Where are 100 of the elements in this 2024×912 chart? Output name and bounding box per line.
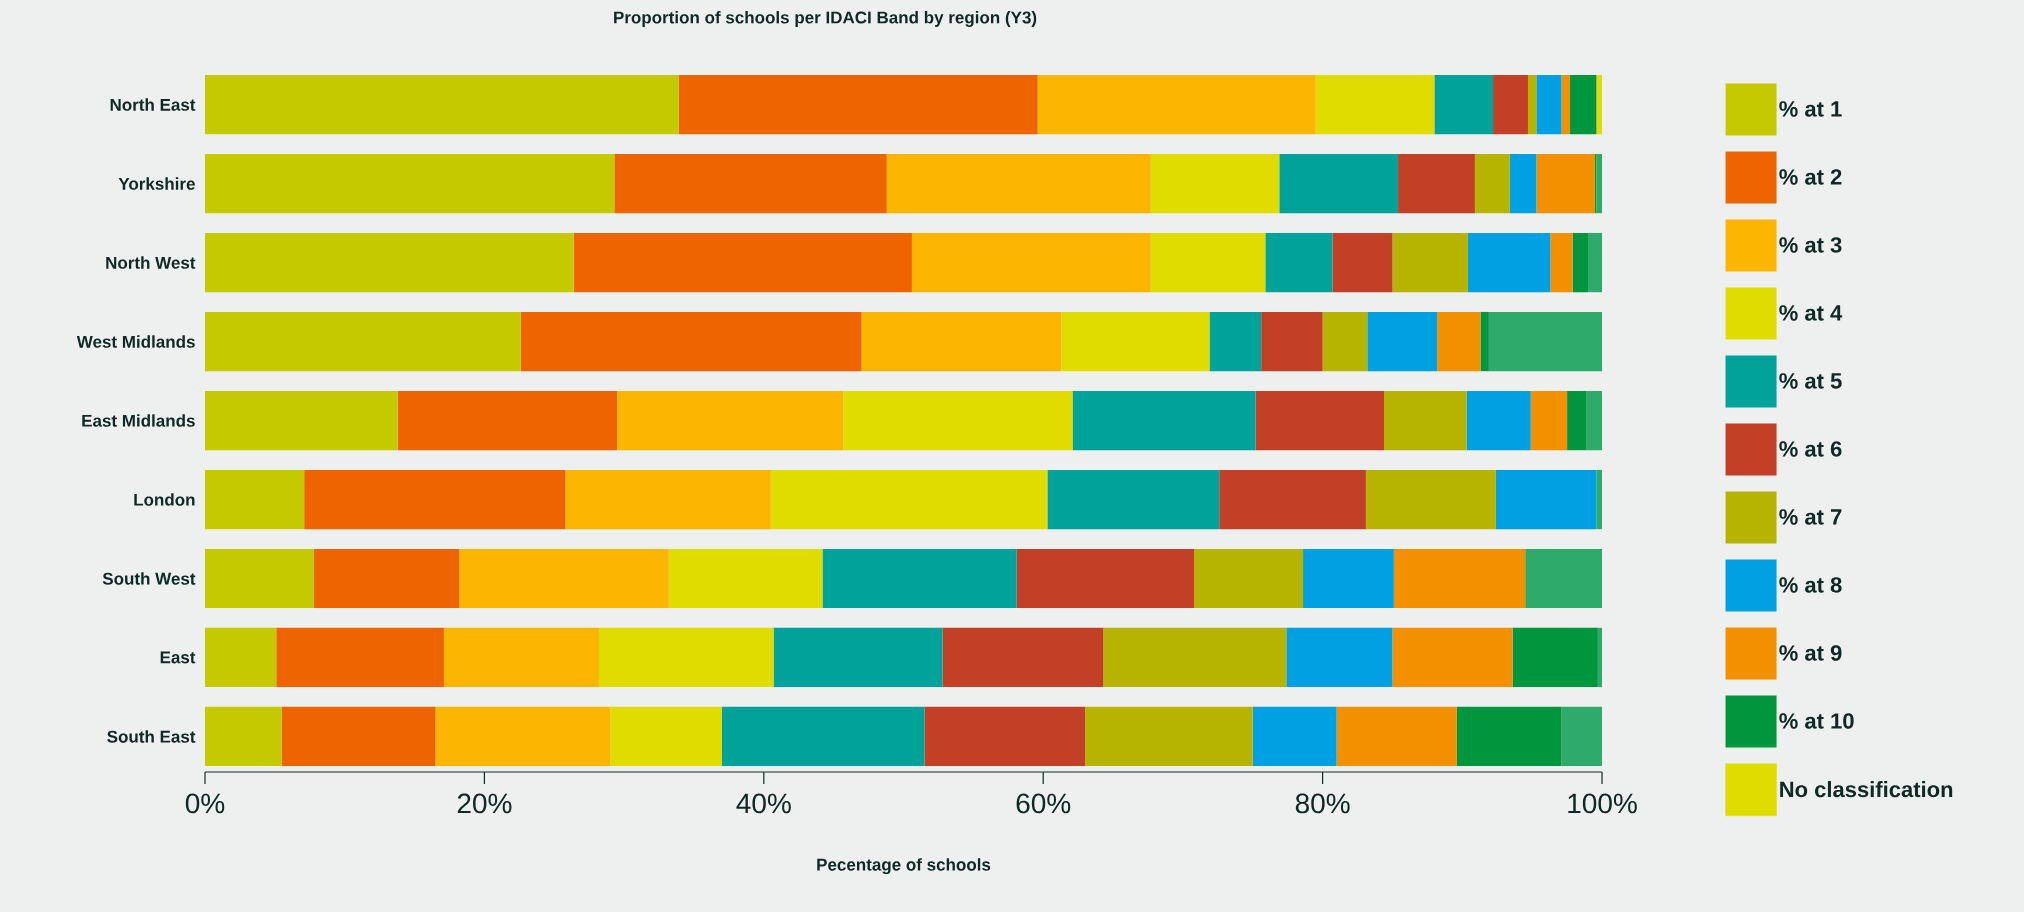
- bar: [205, 469, 305, 530]
- bar: [520, 311, 862, 372]
- bar: [770, 469, 1048, 530]
- bar: [1367, 311, 1438, 372]
- legend-label: % at 2: [1779, 169, 1842, 185]
- bar: [1509, 153, 1537, 214]
- x-tick-label: 60%: [1016, 793, 1071, 814]
- bar: [1150, 153, 1280, 214]
- bar: [1466, 390, 1531, 451]
- bar: [1332, 232, 1393, 293]
- y-tick-label: London: [134, 493, 195, 506]
- x-tick-label: 100%: [1568, 793, 1637, 814]
- x-tick-label: 0%: [185, 793, 225, 814]
- bar: [1392, 232, 1468, 293]
- bar: [911, 232, 1151, 293]
- x-axis-title: Pecentage of schools: [817, 858, 991, 875]
- bar: [1596, 469, 1603, 530]
- legend-label: % at 1: [1779, 101, 1842, 117]
- bar: [721, 706, 925, 767]
- bar: [459, 548, 669, 609]
- bar: [1219, 469, 1366, 530]
- bar: [443, 627, 599, 688]
- bar: [861, 311, 1062, 372]
- bar: [1252, 706, 1337, 767]
- legend-label: % at 8: [1779, 577, 1842, 593]
- bar: [1493, 74, 1528, 135]
- y-tick-label: East Midlands: [82, 414, 195, 427]
- bar: [1365, 469, 1496, 530]
- bar: [304, 469, 566, 530]
- bar: [1209, 311, 1262, 372]
- bar: [205, 548, 314, 609]
- bar: [1474, 153, 1510, 214]
- bar: [1561, 74, 1570, 135]
- bar: [205, 627, 277, 688]
- bar: [205, 390, 398, 451]
- bar: [1467, 232, 1551, 293]
- y-tick-label: North West: [106, 256, 196, 269]
- bar: [565, 469, 771, 530]
- bar: [1434, 74, 1494, 135]
- bar: [1279, 153, 1399, 214]
- bar: [773, 627, 943, 688]
- bar: [1037, 74, 1316, 135]
- bar: [1016, 548, 1195, 609]
- bar: [1261, 311, 1323, 372]
- bar: [668, 548, 823, 609]
- legend-label: % at 4: [1779, 305, 1843, 321]
- legend-label: % at 7: [1779, 509, 1842, 525]
- bar: [397, 390, 618, 451]
- bar: [205, 153, 615, 214]
- bar: [1103, 627, 1287, 688]
- bar: [1456, 706, 1562, 767]
- y-tick-label: North East: [110, 98, 196, 111]
- y-tick-label: Yorkshire: [118, 177, 195, 190]
- bar: [1194, 548, 1304, 609]
- legend-label: % at 10: [1779, 713, 1854, 729]
- bar: [598, 627, 774, 688]
- bar: [1047, 469, 1220, 530]
- bar: [205, 74, 679, 135]
- bar: [1569, 74, 1597, 135]
- bar: [1393, 548, 1526, 609]
- bar: [1322, 311, 1368, 372]
- bar: [205, 311, 521, 372]
- bar: [1072, 390, 1256, 451]
- bar: [1567, 390, 1587, 451]
- bar: [1586, 390, 1603, 451]
- y-tick-label: South East: [107, 730, 196, 743]
- legend-label: % at 6: [1779, 441, 1842, 457]
- bar: [1495, 469, 1597, 530]
- bar: [1597, 627, 1603, 688]
- bar: [1530, 390, 1568, 451]
- bar: [435, 706, 611, 767]
- bar: [1596, 153, 1603, 214]
- bar: [1525, 548, 1603, 609]
- bar: [1303, 548, 1394, 609]
- bar: [205, 706, 282, 767]
- bar: [1437, 311, 1481, 372]
- bar: [1527, 74, 1537, 135]
- bar: [617, 390, 844, 451]
- y-tick-label: East: [160, 651, 196, 664]
- x-tick-label: 80%: [1295, 793, 1350, 814]
- bar: [1536, 74, 1562, 135]
- chart-title: Proportion of schools per IDACI Band by region (Y3): [614, 11, 1037, 27]
- y-tick-label: West Midlands: [76, 335, 195, 348]
- bar: [678, 74, 1038, 135]
- legend-label: % at 3: [1779, 237, 1842, 253]
- bar: [1150, 232, 1266, 293]
- bar: [281, 706, 436, 767]
- bar: [1336, 706, 1457, 767]
- bar: [924, 706, 1086, 767]
- bar: [1561, 706, 1603, 767]
- bar: [276, 627, 444, 688]
- legend-label: % at 9: [1779, 645, 1842, 661]
- bar: [610, 706, 722, 767]
- bar: [1572, 232, 1589, 293]
- bar: [1536, 153, 1596, 214]
- bar: [1588, 232, 1603, 293]
- bar: [822, 548, 1017, 609]
- bar: [1265, 232, 1333, 293]
- bar: [886, 153, 1151, 214]
- bar: [1488, 311, 1603, 372]
